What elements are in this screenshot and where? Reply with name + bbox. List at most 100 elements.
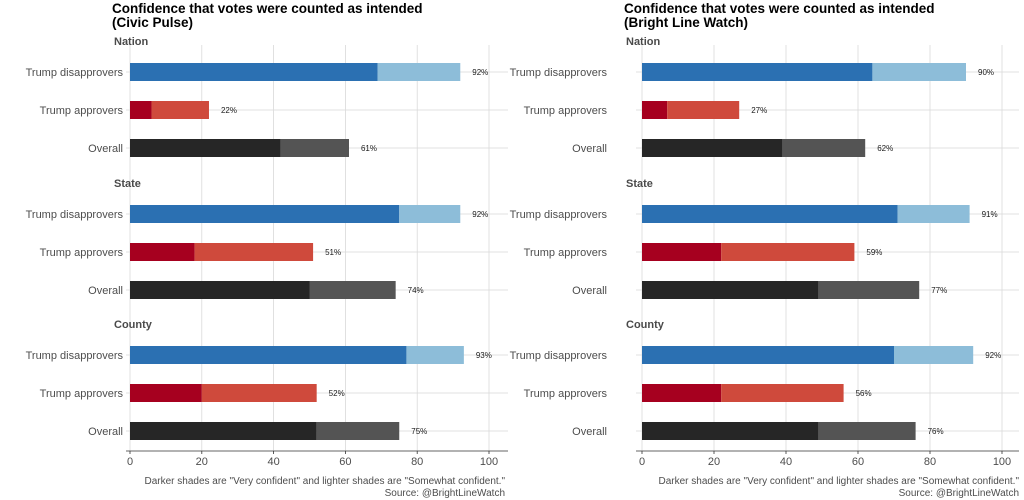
facet-label-state: State (626, 178, 653, 190)
bar-total-label: 93% (476, 351, 492, 360)
x-tick-label: 40 (267, 456, 279, 468)
bar-total-label: 91% (982, 210, 998, 219)
bar-somewhat-confident (151, 101, 209, 119)
bar-very-confident (642, 422, 819, 440)
bar-total-label: 92% (985, 351, 1001, 360)
bar-somewhat-confident (399, 205, 461, 223)
bar-total-label: 74% (408, 286, 424, 295)
bar-very-confident (642, 205, 898, 223)
category-label: Trump disapprovers (510, 209, 608, 221)
x-tick-label: 60 (852, 456, 864, 468)
x-tick-label: 100 (993, 456, 1011, 468)
x-tick-label: 20 (708, 456, 720, 468)
category-label: Trump approvers (524, 247, 608, 259)
bar-somewhat-confident (818, 422, 916, 440)
bar-total-label: 75% (411, 427, 427, 436)
x-tick-label: 0 (127, 456, 133, 468)
bar-very-confident (642, 281, 819, 299)
facet-label-county: County (114, 319, 153, 331)
bar-very-confident (130, 139, 281, 157)
bar-total-label: 59% (866, 248, 882, 257)
bar-somewhat-confident (894, 346, 974, 364)
bar-somewhat-confident (316, 422, 400, 440)
category-label: Overall (572, 285, 607, 297)
x-tick-label: 80 (411, 456, 423, 468)
bar-very-confident (130, 422, 317, 440)
bar-somewhat-confident (406, 346, 464, 364)
chart-title-line-1: Confidence that votes were counted as in… (112, 1, 423, 16)
bar-total-label: 51% (325, 248, 341, 257)
bar-total-label: 90% (978, 68, 994, 77)
bar-total-label: 76% (928, 427, 944, 436)
category-label: Overall (572, 426, 607, 438)
bar-very-confident (642, 346, 894, 364)
category-label: Trump approvers (524, 105, 608, 117)
chart-caption-line-1: Darker shades are "Very confident" and l… (658, 476, 1019, 487)
category-label: Trump disapprovers (26, 209, 124, 221)
category-label: Overall (572, 143, 607, 155)
category-label: Trump disapprovers (26, 67, 124, 79)
facet-label-state: State (114, 178, 141, 190)
category-label: Overall (88, 426, 123, 438)
chart-panel-1: Confidence that votes were counted as in… (26, 1, 508, 499)
category-label: Overall (88, 285, 123, 297)
bar-somewhat-confident (818, 281, 920, 299)
bar-somewhat-confident (897, 205, 970, 223)
bar-very-confident (642, 384, 722, 402)
bar-total-label: 92% (472, 210, 488, 219)
facet-label-county: County (626, 319, 665, 331)
bar-somewhat-confident (782, 139, 866, 157)
category-label: Overall (88, 143, 123, 155)
category-label: Trump approvers (40, 388, 124, 400)
facet-label-nation: Nation (626, 36, 661, 48)
category-label: Trump approvers (40, 105, 124, 117)
category-label: Trump approvers (524, 388, 608, 400)
bar-somewhat-confident (201, 384, 317, 402)
category-label: Trump disapprovers (510, 67, 608, 79)
bar-very-confident (130, 101, 152, 119)
category-label: Trump disapprovers (510, 350, 608, 362)
chart-title-line-2: (Civic Pulse) (112, 15, 193, 30)
bar-somewhat-confident (721, 384, 844, 402)
bar-very-confident (642, 243, 722, 261)
bar-very-confident (642, 101, 668, 119)
bar-total-label: 77% (931, 286, 947, 295)
bar-somewhat-confident (721, 243, 855, 261)
chart-caption-line-2: Source: @BrightLineWatch (385, 488, 505, 499)
chart-title: Confidence that votes were counted as in… (624, 1, 935, 30)
bar-somewhat-confident (667, 101, 740, 119)
bar-somewhat-confident (872, 63, 966, 81)
bar-very-confident (130, 243, 195, 261)
chart-title-line-2: (Bright Line Watch) (624, 15, 748, 30)
chart-caption-line-2: Source: @BrightLineWatch (899, 488, 1019, 499)
x-tick-label: 80 (924, 456, 936, 468)
chart-caption-line-1: Darker shades are "Very confident" and l… (144, 476, 505, 487)
bar-very-confident (642, 63, 873, 81)
chart-panel-2: Confidence that votes were counted as in… (510, 1, 1020, 499)
bar-very-confident (130, 63, 378, 81)
bar-total-label: 27% (751, 106, 767, 115)
x-tick-label: 100 (480, 456, 498, 468)
x-tick-label: 20 (196, 456, 208, 468)
chart-title-line-1: Confidence that votes were counted as in… (624, 1, 935, 16)
bar-total-label: 61% (361, 144, 377, 153)
bar-somewhat-confident (194, 243, 314, 261)
bar-total-label: 22% (221, 106, 237, 115)
category-label: Trump disapprovers (26, 350, 124, 362)
category-label: Trump approvers (40, 247, 124, 259)
bar-very-confident (130, 205, 400, 223)
bar-total-label: 92% (472, 68, 488, 77)
bar-somewhat-confident (377, 63, 461, 81)
x-tick-label: 60 (339, 456, 351, 468)
bar-somewhat-confident (280, 139, 349, 157)
facet-label-nation: Nation (114, 36, 149, 48)
x-tick-label: 40 (780, 456, 792, 468)
bar-total-label: 62% (877, 144, 893, 153)
bar-total-label: 52% (329, 389, 345, 398)
chart-title: Confidence that votes were counted as in… (112, 1, 423, 30)
bar-total-label: 56% (856, 389, 872, 398)
bar-very-confident (130, 281, 310, 299)
bar-very-confident (642, 139, 783, 157)
